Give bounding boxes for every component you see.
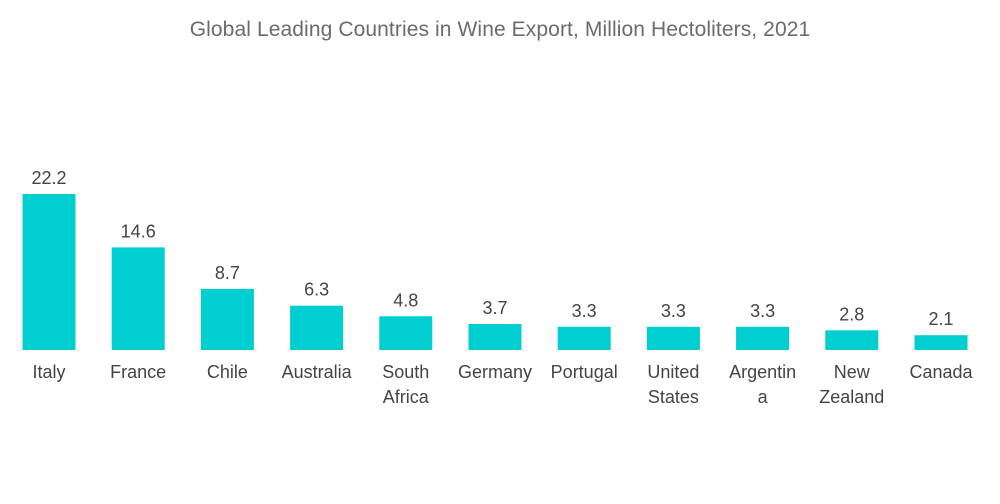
- category-label: New Zealand: [819, 362, 884, 407]
- bar-canada: [914, 335, 968, 350]
- category-labels-layer: Italy France Chile Australia South Africa Germ…: [32, 362, 973, 407]
- category-label: South Africa: [382, 362, 430, 407]
- category-label-line: Chile: [207, 362, 248, 382]
- category-label-line: Italy: [32, 362, 65, 382]
- category-label-line: Germany: [458, 362, 532, 382]
- category-label: Argentin a: [729, 362, 796, 407]
- value-label: 3.3: [750, 301, 775, 321]
- category-label-line: France: [110, 362, 166, 382]
- value-label: 22.2: [31, 168, 66, 188]
- category-label-line: States: [648, 387, 699, 407]
- bar-south-africa: [379, 316, 433, 350]
- bar-germany: [468, 324, 522, 350]
- value-labels-layer: 22.2 14.6 8.7 6.3 4.8 3.7 3.3 3.3 3.3 2.8 2.1: [31, 168, 953, 329]
- bar-italy: [22, 194, 76, 350]
- category-label-line: Africa: [383, 387, 430, 407]
- category-label: Germany: [458, 362, 532, 382]
- category-label: United States: [647, 362, 699, 407]
- value-label: 3.3: [661, 301, 686, 321]
- value-label: 4.8: [393, 290, 418, 310]
- value-label: 2.1: [928, 309, 953, 329]
- bar-new-zealand: [825, 330, 879, 350]
- value-label: 8.7: [215, 263, 240, 283]
- bar-france: [111, 247, 165, 350]
- value-label: 6.3: [304, 280, 329, 300]
- bar-argentina: [736, 326, 790, 350]
- value-label: 3.3: [572, 301, 597, 321]
- category-label: Portugal: [551, 362, 618, 382]
- category-label: Italy: [32, 362, 65, 382]
- bar-portugal: [557, 326, 611, 350]
- chart-title: Global Leading Countries in Wine Export,…: [189, 18, 811, 41]
- category-label-line: South: [382, 362, 429, 382]
- category-label-line: New: [834, 362, 871, 382]
- category-label: Australia: [282, 362, 353, 382]
- bar-chile: [200, 288, 254, 350]
- bar-australia: [290, 305, 344, 350]
- category-label-line: Portugal: [551, 362, 618, 382]
- category-label-line: United: [647, 362, 699, 382]
- bars-layer: [22, 194, 968, 350]
- value-label: 14.6: [121, 221, 156, 241]
- value-label: 2.8: [839, 304, 864, 324]
- category-label: France: [110, 362, 166, 382]
- category-label-line: Argentin: [729, 362, 796, 382]
- bar-united-states: [646, 326, 700, 350]
- category-label-line: Zealand: [819, 387, 884, 407]
- category-label: Canada: [909, 362, 973, 382]
- category-label-line: Canada: [909, 362, 973, 382]
- category-label-line: a: [758, 387, 769, 407]
- category-label: Chile: [207, 362, 248, 382]
- value-label: 3.7: [482, 298, 507, 318]
- category-label-line: Australia: [282, 362, 353, 382]
